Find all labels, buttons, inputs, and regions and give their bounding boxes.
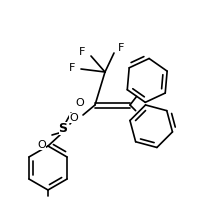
- Text: S: S: [59, 121, 67, 135]
- Text: O: O: [75, 98, 84, 108]
- Text: O: O: [37, 140, 46, 150]
- Text: F: F: [69, 63, 75, 73]
- Text: F: F: [118, 43, 124, 53]
- Text: F: F: [79, 47, 85, 57]
- Text: O: O: [69, 113, 78, 123]
